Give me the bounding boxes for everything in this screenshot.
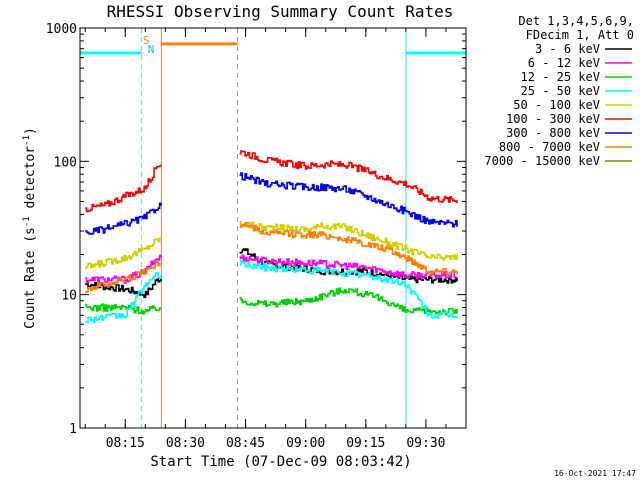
legend-header-detectors: Det 1,3,4,5,6,9, [518,14,634,28]
x-tick-label: 09:15 [346,436,385,451]
series-line-100-300kev-before [85,164,162,213]
legend-label: 6 - 12 keV [528,56,600,70]
series-line-800-7000kev-after [239,222,458,276]
x-axis-label: Start Time (07-Dec-09 08:03:42) [150,454,411,470]
generation-timestamp: 16-Oct-2021 17:47 [554,469,636,478]
y-tick-label: 10 [61,289,77,304]
y-tick-label: 1000 [46,22,77,37]
x-tick-label: 08:15 [106,436,145,451]
series-line-25-50kev-before [85,272,162,324]
legend-label: 300 - 800 keV [506,126,600,140]
series-line-6-12kev-after [239,254,457,280]
series-line-300-800kev-before [85,202,162,235]
series-line-12-25kev-before [85,303,162,315]
legend-label: 3 - 6 keV [535,42,600,56]
legend: Det 1,3,4,5,6,9, FDecim 1, Att 0 3 - 6 k… [484,14,634,168]
y-tick-label: 1 [69,422,77,437]
saa-flag-label: S [143,34,150,47]
x-axis: 08:15 08:30 08:45 09:00 09:15 09:30 [84,28,467,451]
y-axis-label: Count Rate (s-1 detector-1) [22,127,38,329]
legend-label: 12 - 25 keV [521,70,600,84]
x-tick-label: 08:45 [226,436,265,451]
series-line-300-800kev-after [239,172,458,228]
legend-label: 25 - 50 keV [521,84,600,98]
y-tick-label: 100 [54,155,77,170]
series-line-12-25kev-after [239,287,458,316]
series-line-100-300kev-after [239,150,458,204]
night-flag-label: N [148,43,155,56]
series-line-800-7000kev-before [85,261,162,294]
x-tick-label: 08:30 [166,436,205,451]
plot-frame [79,27,467,429]
series-line-25-50kev-after [239,260,458,319]
legend-label: 7000 - 15000 keV [484,154,600,168]
legend-label: 100 - 300 keV [506,112,600,126]
legend-label: 50 - 100 keV [513,98,600,112]
x-tick-label: 09:00 [286,436,325,451]
chart-title: RHESSI Observing Summary Count Rates [107,2,454,21]
plot-area [79,27,467,429]
series-line-50-100kev-before [85,237,162,270]
y-axis: 1 10 100 1000 [46,22,466,437]
series-line-50-100kev-after [239,221,458,261]
legend-header-decimation: FDecim 1, Att 0 [526,28,634,42]
x-tick-label: 09:30 [406,436,445,451]
legend-label: 800 - 7000 keV [499,140,600,154]
